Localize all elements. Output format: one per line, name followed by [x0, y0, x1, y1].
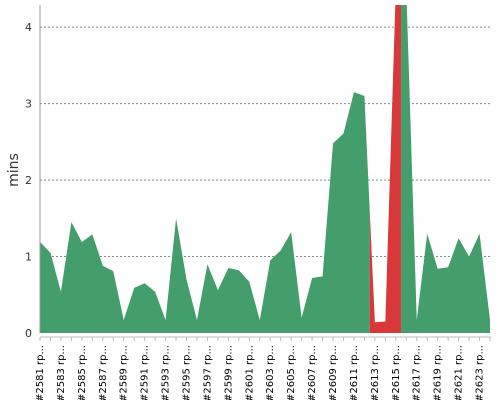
x-tick-label: #2593 rp...: [161, 345, 172, 400]
y-tick-label: 2: [25, 174, 32, 187]
y-axis-label: mins: [6, 153, 22, 187]
x-tick-label: #2605 rp...: [286, 345, 297, 400]
area: [401, 5, 490, 333]
x-tick-label: #2613 rp...: [370, 345, 381, 400]
x-tick-label: #2591 rp...: [140, 345, 151, 400]
x-tick-label: #2581 rp...: [35, 345, 46, 400]
x-tick-label: #2589 rp...: [119, 345, 130, 400]
x-tick-label: #2623 rp...: [475, 345, 486, 400]
x-tick-label: #2611 rp...: [349, 345, 360, 400]
x-tick-label: #2621 rp...: [454, 345, 465, 400]
plot-area: [40, 5, 490, 333]
y-tick-label: 0: [25, 327, 32, 340]
x-tick-label: #2585 rp...: [77, 345, 88, 400]
x-tick-label: #2601 rp...: [244, 345, 255, 400]
x-tick-label: #2617 rp...: [412, 345, 423, 400]
x-tick-label: #2597 rp...: [202, 345, 213, 400]
x-tick-label: #2619 rp...: [433, 345, 444, 400]
y-tick-label: 3: [25, 98, 32, 111]
x-tick-label: #2609 rp...: [328, 345, 339, 400]
x-tick-label: #2595 rp...: [182, 345, 193, 400]
x-tick-label: #2615 rp...: [391, 345, 402, 400]
x-tick-label: #2607 rp...: [307, 345, 318, 400]
area: [369, 5, 402, 333]
y-tick-label: 4: [25, 21, 32, 34]
x-tick-label: #2587 rp...: [98, 345, 109, 400]
area: [40, 92, 370, 333]
x-tick-label: #2599 rp...: [223, 345, 234, 400]
y-tick-label: 1: [25, 251, 32, 264]
x-tick-label: #2603 rp...: [265, 345, 276, 400]
x-tick-label: #2583 rp...: [56, 345, 67, 400]
